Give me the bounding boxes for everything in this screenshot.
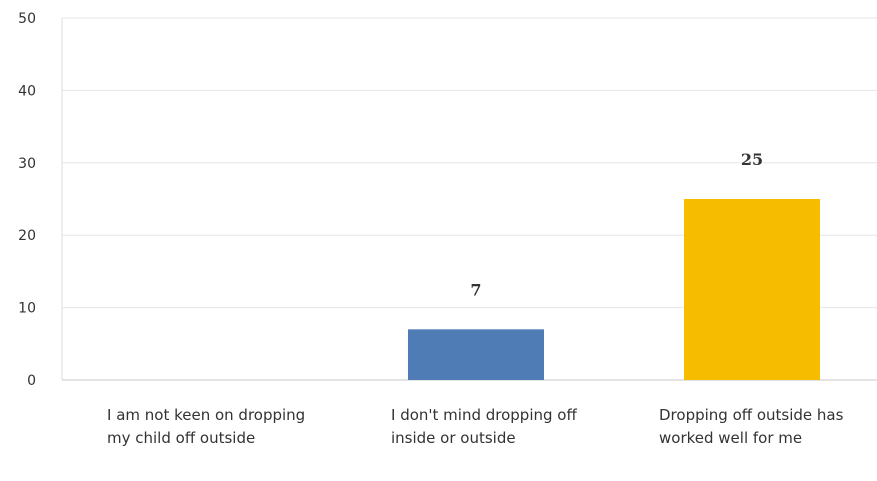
category-label-1: I am not keen on dropping my child off o… (107, 406, 306, 447)
bar-2 (408, 329, 544, 380)
y-tick-label: 40 (18, 83, 36, 99)
y-tick-label: 30 (18, 156, 36, 172)
bar-3 (684, 199, 820, 380)
data-label-2: 7 (470, 280, 481, 299)
data-labels: 7 25 (470, 150, 763, 299)
y-tick-label: 10 (18, 301, 36, 317)
y-axis-ticks: 0 10 20 30 40 50 (18, 11, 36, 389)
gridlines (61, 17, 877, 381)
y-tick-label: 20 (18, 228, 36, 244)
data-label-3: 25 (741, 150, 763, 169)
y-tick-label: 0 (27, 373, 36, 389)
category-label-2: I don't mind dropping off inside or outs… (391, 406, 577, 447)
y-tick-label: 50 (18, 11, 36, 27)
category-label-3: Dropping off outside has worked well for… (659, 406, 844, 447)
bars (408, 199, 820, 380)
